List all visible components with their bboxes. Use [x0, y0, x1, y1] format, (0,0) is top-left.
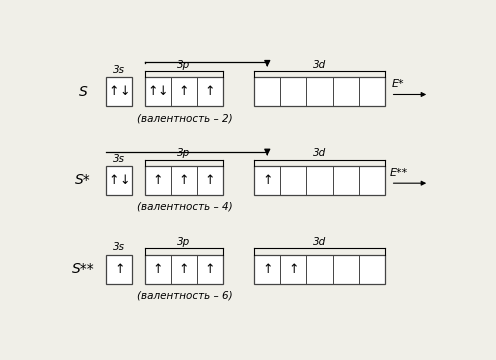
- Bar: [145, 255, 223, 284]
- Text: 3d: 3d: [313, 148, 326, 158]
- Text: ↑: ↑: [179, 174, 189, 187]
- Text: ↑: ↑: [179, 85, 189, 98]
- Text: ↑: ↑: [205, 85, 215, 98]
- Text: 3s: 3s: [113, 154, 125, 164]
- Text: 3d: 3d: [313, 237, 326, 247]
- Text: ↑: ↑: [179, 262, 189, 276]
- Text: 3d: 3d: [313, 60, 326, 70]
- Text: ↑: ↑: [288, 262, 299, 276]
- Text: ↑: ↑: [109, 85, 120, 98]
- Text: ↑: ↑: [205, 262, 215, 276]
- Text: ↑: ↑: [262, 262, 272, 276]
- Text: 3p: 3p: [177, 60, 190, 70]
- Text: E**: E**: [389, 168, 408, 177]
- Text: S**: S**: [72, 262, 95, 276]
- Text: E*: E*: [392, 79, 405, 89]
- Text: 3s: 3s: [113, 242, 125, 252]
- Text: ↑: ↑: [109, 174, 120, 187]
- Text: ↑: ↑: [152, 174, 163, 187]
- Text: (валентность – 2): (валентность – 2): [137, 113, 233, 123]
- Bar: [106, 77, 132, 106]
- Text: ↓: ↓: [158, 85, 168, 98]
- Bar: [106, 166, 132, 195]
- Text: ↑: ↑: [152, 262, 163, 276]
- Text: 3s: 3s: [113, 65, 125, 75]
- Text: (валентность – 6): (валентность – 6): [137, 291, 233, 301]
- Text: ↓: ↓: [119, 85, 130, 98]
- Text: ↑: ↑: [114, 262, 124, 276]
- Bar: [145, 166, 223, 195]
- Text: 3p: 3p: [177, 148, 190, 158]
- Text: ↑: ↑: [147, 85, 158, 98]
- Text: ↑: ↑: [262, 174, 272, 187]
- Text: S: S: [79, 85, 87, 99]
- Text: ↑: ↑: [205, 174, 215, 187]
- Text: (валентность – 4): (валентность – 4): [137, 202, 233, 212]
- Text: S*: S*: [75, 174, 91, 188]
- Bar: [254, 255, 385, 284]
- Bar: [106, 255, 132, 284]
- Bar: [145, 77, 223, 106]
- Text: ↓: ↓: [119, 174, 130, 187]
- Text: 3p: 3p: [177, 237, 190, 247]
- Bar: [254, 166, 385, 195]
- Bar: [254, 77, 385, 106]
